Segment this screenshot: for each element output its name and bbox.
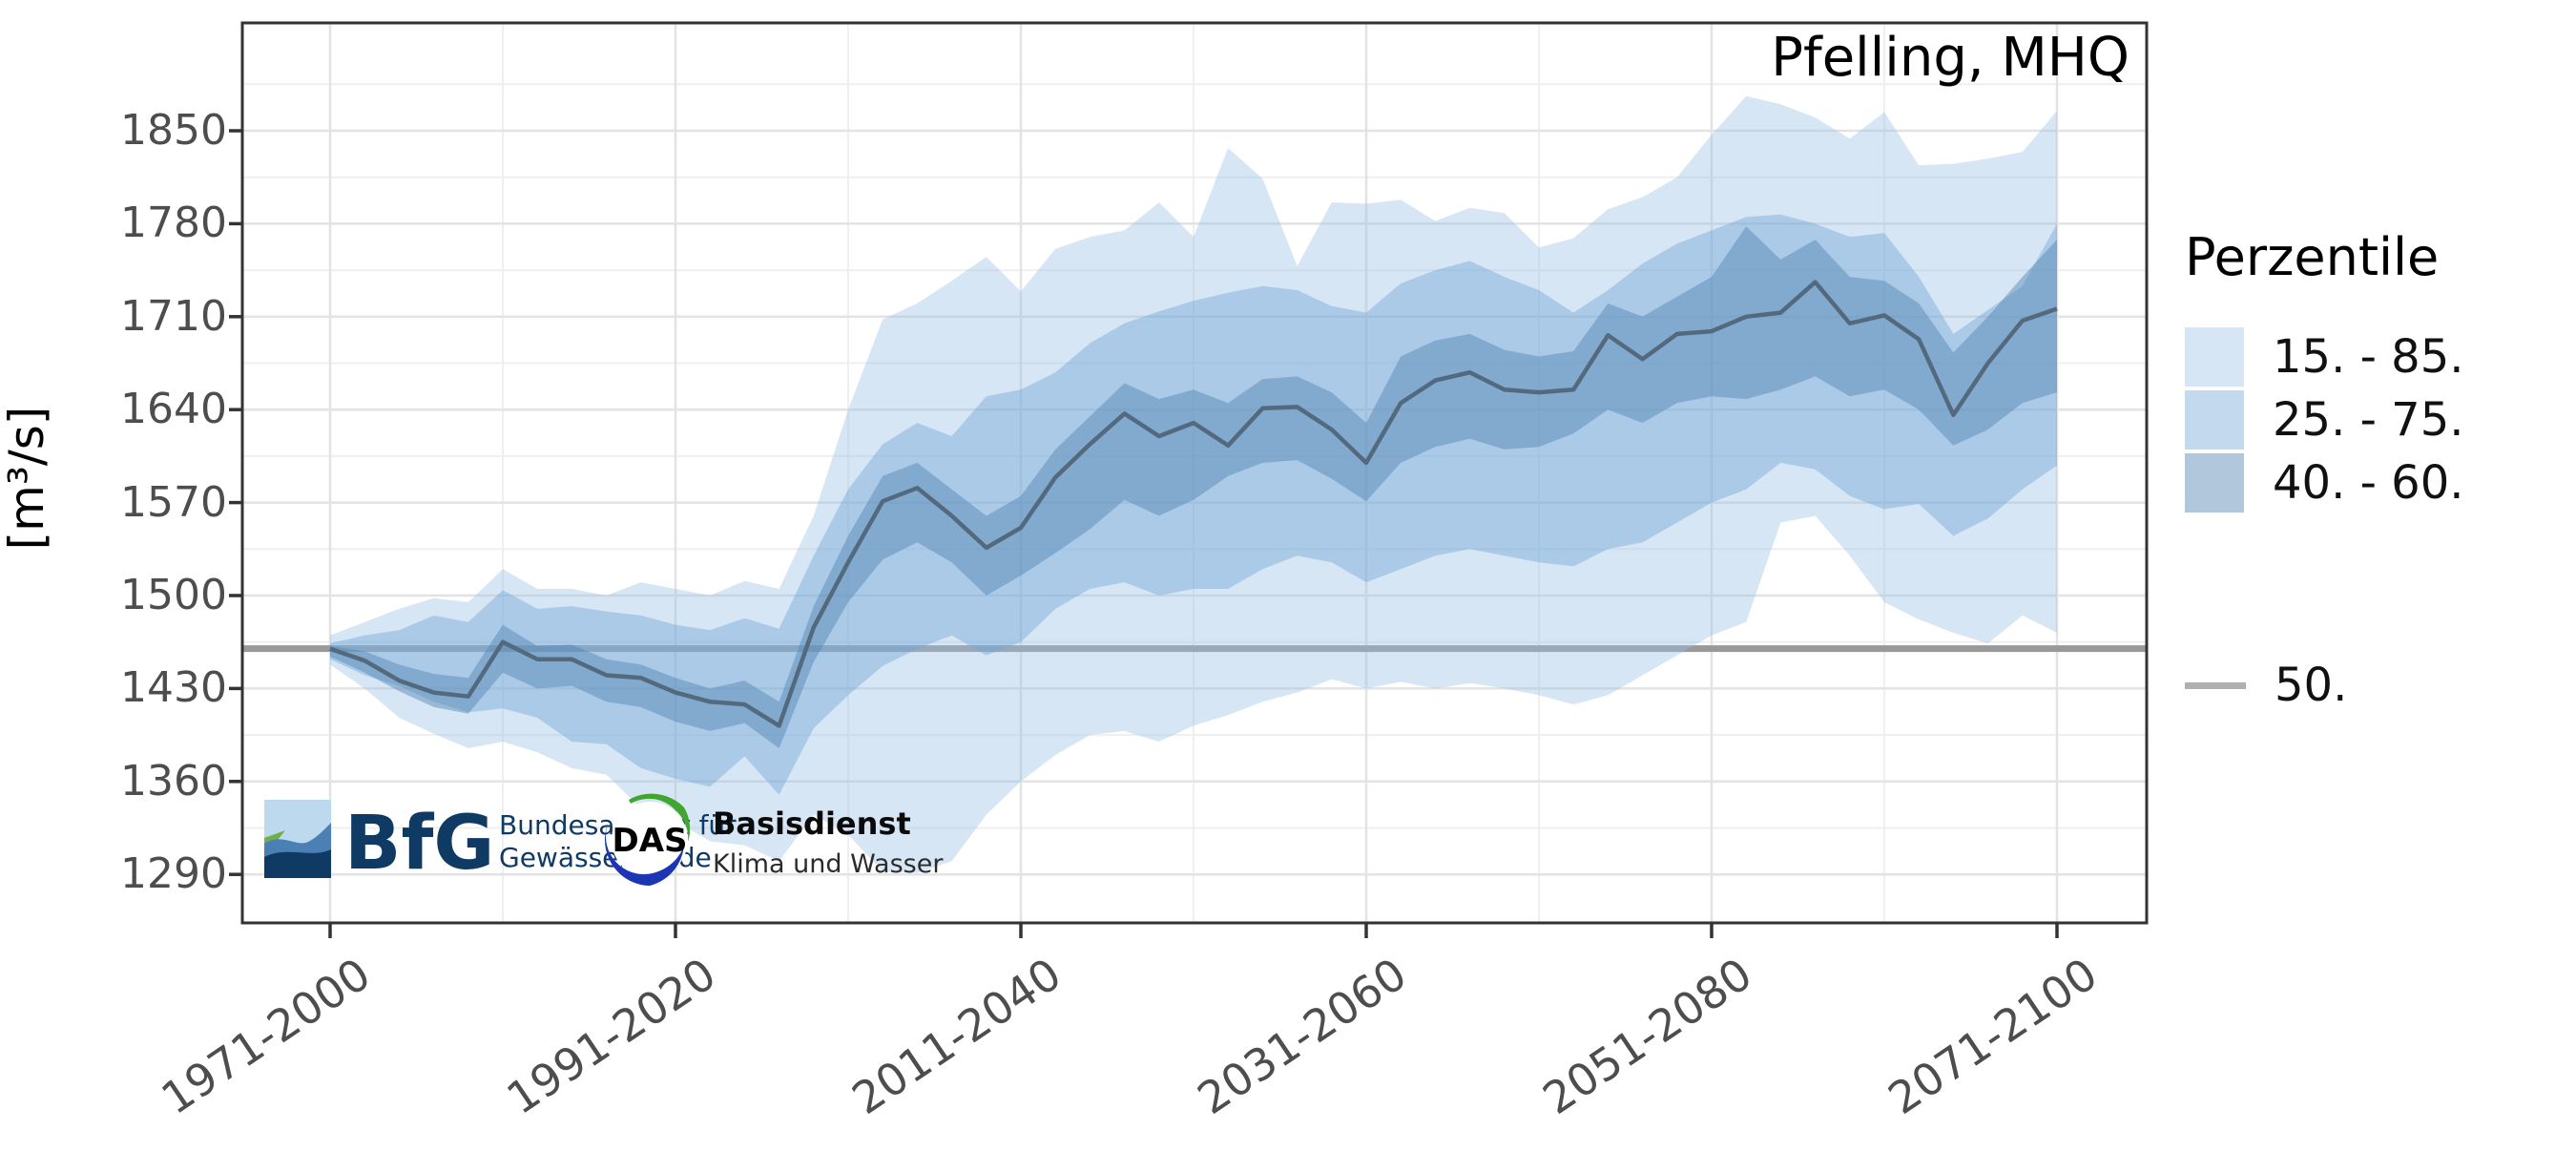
y-tick-label: 1710 [120,291,227,341]
y-tick-label: 1780 [120,199,227,248]
band-p40-p60 [330,226,2057,748]
band-swatch-icon [2185,390,2244,450]
legend-item-band: 15. - 85. [2185,327,2566,387]
band-swatch-icon [2185,453,2244,513]
y-tick-label: 1360 [120,756,227,806]
y-tick-label: 1640 [120,385,227,434]
median-line [329,280,2058,728]
das-sub2: Klima und Wasser [713,849,944,879]
page: { "title": "Pfelling, MHQ", "legend": { … [0,21,2566,1125]
y-tick-label: 1570 [120,477,227,527]
legend: Perzentile 15. - 85. 25. - 75. 40. - 60. 5… [2185,227,2566,715]
legend-title: Perzentile [2185,227,2440,287]
legend-band-label: 40. - 60. [2273,456,2464,510]
das-logo: DAS Basisdienst Klima und Wasser [604,793,944,886]
median-line-key-icon [2185,681,2246,689]
bfg-logo-icon [264,800,331,878]
legend-item-band: 25. - 75. [2185,390,2566,450]
y-axis-title: [m³/s] [0,406,54,551]
bfg-wordmark: BfG [344,801,494,887]
band-swatch-icon [2185,327,2244,387]
page-title: Pfelling, MHQ [1771,27,2129,89]
legend-item-median: 50. [2185,656,2566,715]
y-tick-label: 1850 [120,106,227,155]
y-tick-label: 1430 [120,663,227,713]
legend-median-label: 50. [2275,659,2348,712]
das-logo-icon: DAS [604,793,691,886]
band-p25-p75 [330,214,2057,795]
legend-band-items: 15. - 85. 25. - 75. 40. - 60. [2185,327,2566,513]
legend-band-label: 25. - 75. [2273,393,2464,447]
band-p15-p85 [330,95,2057,873]
das-abbr: DAS [612,822,687,860]
das-sub1: Basisdienst [713,806,911,842]
legend-item-band: 40. - 60. [2185,453,2566,513]
y-tick-label: 1500 [120,571,227,619]
chart-panel [229,21,2149,938]
y-tick-label: 1290 [120,849,227,899]
legend-band-label: 15. - 85. [2273,330,2464,384]
